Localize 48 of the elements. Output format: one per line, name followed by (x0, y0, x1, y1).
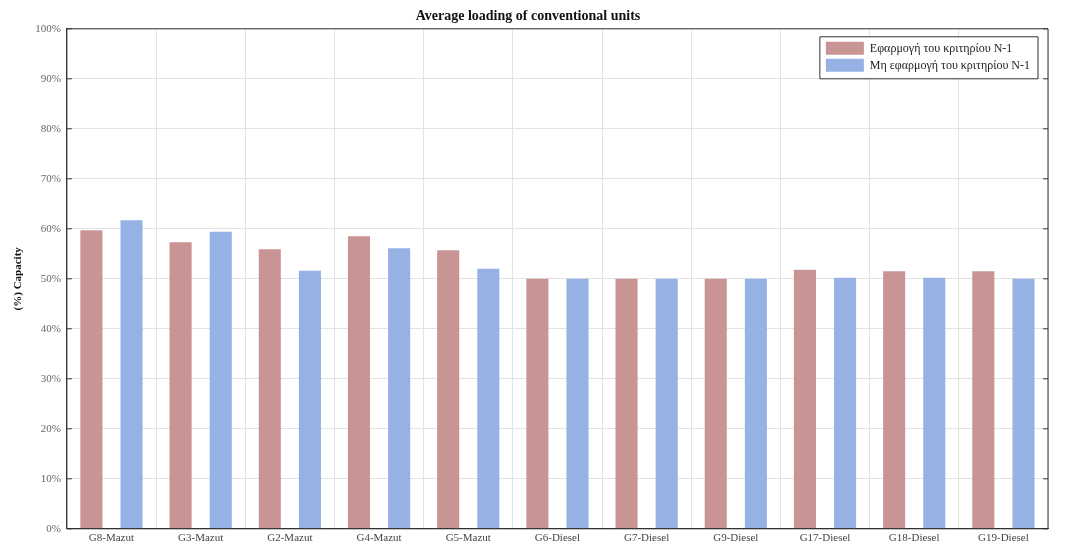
bar (258, 249, 281, 529)
legend-label: Μη εφαρμογή του κριτηρίου N-1 (869, 57, 1031, 72)
y-tick-label: 40% (40, 321, 61, 334)
bar (526, 278, 549, 529)
y-tick-label: 10% (40, 471, 61, 484)
bar (972, 271, 995, 529)
x-tick-label: G3-Mazut (178, 531, 224, 544)
x-tick-label: G4-Mazut (356, 531, 402, 544)
y-tick-label: 50% (40, 271, 61, 284)
x-tick-label: G5-Mazut (445, 531, 491, 544)
bar (437, 250, 460, 529)
bar (347, 236, 371, 529)
y-tick-label: 20% (40, 421, 61, 434)
bar (388, 248, 411, 529)
bar (209, 231, 232, 529)
bar (793, 269, 816, 529)
bar (80, 230, 103, 529)
y-tick-label: 0% (46, 521, 61, 534)
bar (1012, 278, 1035, 529)
bar (655, 278, 678, 529)
x-tick-label: G19-Diesel (978, 531, 1029, 544)
bar (883, 271, 906, 529)
y-axis-title: (%) Capacity (11, 246, 25, 311)
bar (615, 278, 638, 529)
x-tick-label: G8-Mazut (88, 531, 135, 544)
y-tick-label: 70% (40, 171, 61, 184)
bar (704, 278, 727, 529)
bar (744, 278, 767, 529)
y-tick-label: 100% (35, 21, 61, 34)
legend-label: Εφαρμογή του κριτηρίου N-1 (869, 40, 1013, 55)
bar (169, 242, 192, 529)
y-tick-label: 80% (40, 121, 61, 134)
chart-title: Average loading of conventional units (415, 8, 641, 24)
y-tick-label: 90% (40, 71, 61, 84)
y-tick-label: 60% (40, 221, 61, 234)
y-tick-label: 30% (40, 371, 61, 384)
bar (477, 268, 500, 529)
bar (298, 270, 321, 529)
x-tick-label: G6-Diesel (534, 531, 581, 544)
x-tick-label: G18-Diesel (888, 531, 940, 544)
bar (834, 277, 857, 529)
x-tick-label: G7-Diesel (624, 531, 670, 544)
bar (566, 278, 589, 529)
bar (120, 220, 143, 529)
x-tick-label: G17-Diesel (799, 531, 851, 544)
x-tick-label: G2-Mazut (267, 531, 313, 544)
x-tick-label: G9-Diesel (713, 531, 759, 544)
bar (923, 277, 946, 529)
